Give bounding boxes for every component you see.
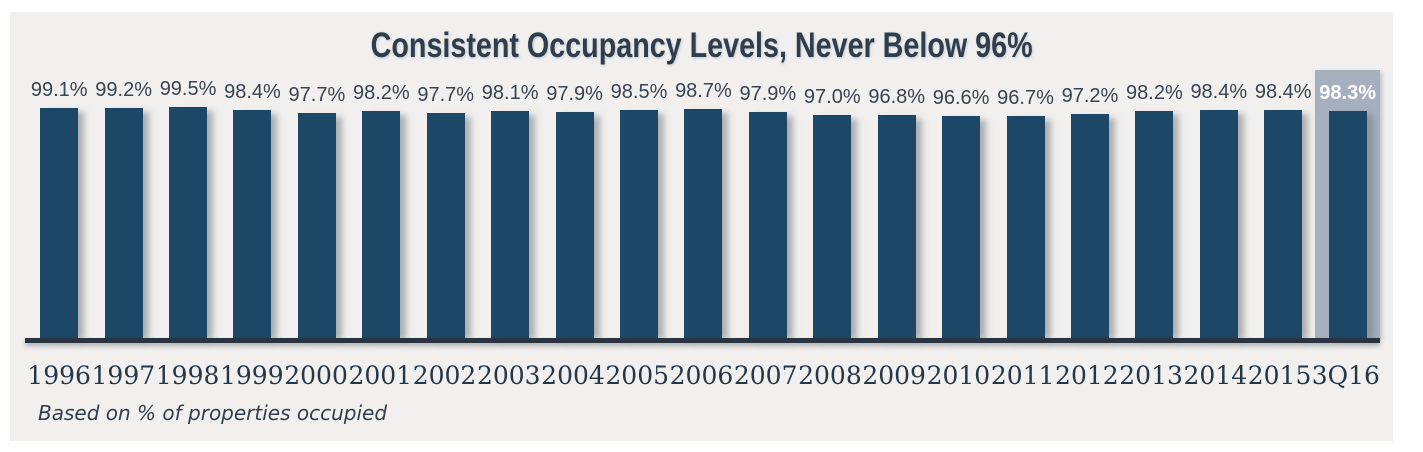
bar [491,111,530,338]
bar [877,115,916,338]
bars-row: 99.1% 99.2% 99.5% 98.4% 97.7% 98.2% 97.7% 98.1%… [27,70,1380,338]
x-axis-label: 1999 [220,361,284,390]
bar-value-label: 98.2% [352,82,410,104]
bar-cell: 97.9% [736,70,800,338]
bar-value-label: 98.2% [1126,82,1183,104]
bar-value-label: 99.1% [30,79,88,101]
bar-cell: 97.7% [414,70,478,338]
bar-cell: 99.2% [91,70,155,338]
x-axis-label: 1997 [91,361,156,390]
bar [362,111,401,338]
x-axis-label: 2005 [605,361,670,390]
bar-value-label: 98.7% [675,80,732,102]
bar-cell: 98.4% [1251,70,1315,338]
chart-title-text: Consistent Occupancy Levels, Never Below… [370,26,1033,65]
x-axis-label: 2012 [1055,361,1119,390]
bar [813,115,852,338]
bar-value-label: 99.5% [159,78,217,100]
bar [40,108,79,338]
bar [169,107,208,338]
bar-cell: 98.2% [349,70,413,338]
bar-value-label: 98.5% [610,81,668,103]
bar-cell: 97.0% [800,70,864,338]
bar-cell: 98.4% [220,70,284,338]
bar-cell: 97.7% [285,70,349,338]
x-axis-label: 2008 [798,361,862,390]
bar [426,113,465,338]
bar-value-label: 97.9% [739,83,797,105]
bar-value-label: 98.4% [224,81,281,103]
bar-cell: 98.3% [1315,70,1380,338]
bar-value-label: 98.1% [481,82,539,104]
x-axis-label: 2001 [348,361,413,390]
bar-value-label: 96.6% [932,87,990,109]
bar [104,108,143,338]
bar [1070,114,1109,338]
bar-cell: 98.4% [1187,70,1251,338]
bar-value-label: 99.2% [95,79,152,101]
bar [1328,111,1367,338]
x-axis-label: 2007 [733,361,798,390]
bar [1199,110,1238,338]
bar [297,113,336,338]
bar [233,110,272,338]
x-axis-label: 2009 [862,361,926,390]
x-axis-label: 3Q16 [1311,361,1380,390]
bar [555,112,594,338]
bar-cell: 98.2% [1122,70,1186,338]
bar [1006,116,1045,338]
x-axis-label: 2014 [1183,361,1248,390]
x-axis-labels: 1996 1997 1998 1999 2000 2001 2002 2003 2004 2005… [27,361,1380,390]
bar-value-label: 97.2% [1061,85,1119,107]
bar-value-label: 98.4% [1254,81,1312,103]
bar-cell: 96.8% [864,70,928,338]
bar [1264,110,1303,338]
x-axis-label: 1998 [155,361,220,390]
bar-value-label: 98.3% [1319,82,1376,104]
bar-value-label: 97.0% [803,86,861,108]
bar-cell: 98.5% [607,70,671,338]
bar-value-label: 97.7% [417,84,475,106]
bar-value-label: 97.7% [288,84,346,106]
x-axis-label: 2004 [541,361,605,390]
bar-value-label: 96.7% [997,87,1054,109]
x-axis-label: 1996 [27,361,91,390]
bar-cell: 97.9% [542,70,606,338]
bar [748,112,787,338]
bar-cell: 98.7% [671,70,735,338]
x-axis-label: 2003 [476,361,541,390]
x-axis-label: 2006 [669,361,734,390]
x-axis-label: 2013 [1119,361,1183,390]
x-axis-label: 2010 [926,361,991,390]
bar-cell: 99.5% [156,70,220,338]
bar-cell: 99.1% [27,70,91,338]
x-axis-label: 2011 [990,361,1055,390]
bar-value-label: 97.9% [546,83,603,105]
bar-value-label: 98.4% [1190,81,1248,103]
bar-value-label: 96.8% [868,86,926,108]
x-axis-label: 2000 [284,361,348,390]
bar-cell: 96.7% [993,70,1057,338]
bar [1135,111,1174,338]
chart-title: Consistent Occupancy Levels, Never Below… [10,12,1393,70]
footnote: Based on % of properties occupied [38,401,388,425]
x-axis-label: 2015 [1247,361,1312,390]
chart-panel: Consistent Occupancy Levels, Never Below… [10,12,1393,441]
x-axis-line [25,338,1380,343]
bar-cell: 96.6% [929,70,993,338]
bar [620,110,658,338]
bar-cell: 98.1% [478,70,542,338]
x-axis-label: 2002 [412,361,477,390]
bar [942,116,981,338]
bar [684,109,723,338]
bar-cell: 97.2% [1058,70,1122,338]
